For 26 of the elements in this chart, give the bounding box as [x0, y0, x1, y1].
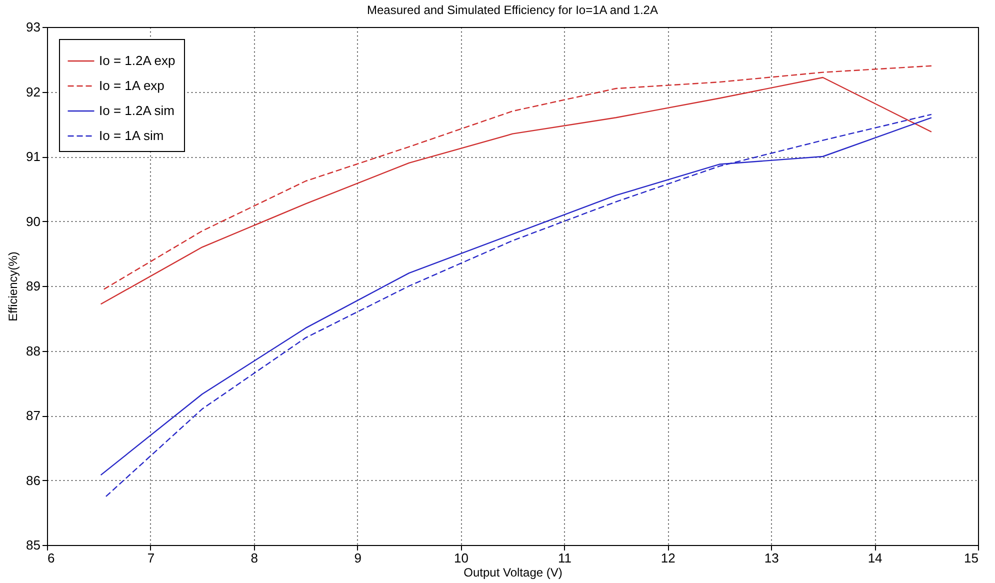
x-tick-label: 15 — [964, 550, 978, 566]
y-tick-label: 88 — [26, 343, 40, 358]
y-tick-label: 85 — [26, 538, 40, 552]
legend-label: Io = 1.2A sim — [99, 103, 175, 118]
x-tick-label: 9 — [354, 550, 362, 566]
x-tick-label: 11 — [558, 550, 572, 566]
y-tick-label: 87 — [26, 408, 40, 423]
chart-title: Measured and Simulated Efficiency for Io=1A and 1.2A — [367, 3, 658, 17]
legend-label: Io = 1A exp — [99, 78, 164, 93]
x-tick-label: 6 — [48, 550, 55, 566]
y-tick-label: 86 — [26, 472, 40, 488]
x-tick-label: 13 — [764, 550, 779, 566]
y-tick-label: 92 — [26, 84, 40, 100]
y-tick-label: 90 — [26, 214, 40, 229]
x-tick-label: 12 — [660, 550, 676, 566]
x-axis-title: Output Voltage (V) — [464, 566, 562, 580]
legend-label: Io = 1A sim — [99, 128, 164, 143]
y-tick-label: 93 — [26, 20, 40, 34]
y-tick-label: 89 — [26, 278, 40, 294]
y-axis-title: Efficiency(%) — [6, 252, 20, 322]
x-tick-label: 14 — [868, 550, 882, 566]
legend-label: Io = 1.2A exp — [99, 53, 176, 68]
x-tick-label: 8 — [250, 550, 258, 566]
x-tick-label: 7 — [147, 550, 155, 566]
y-tick-label: 91 — [26, 149, 40, 164]
x-tick-label: 10 — [454, 550, 469, 566]
